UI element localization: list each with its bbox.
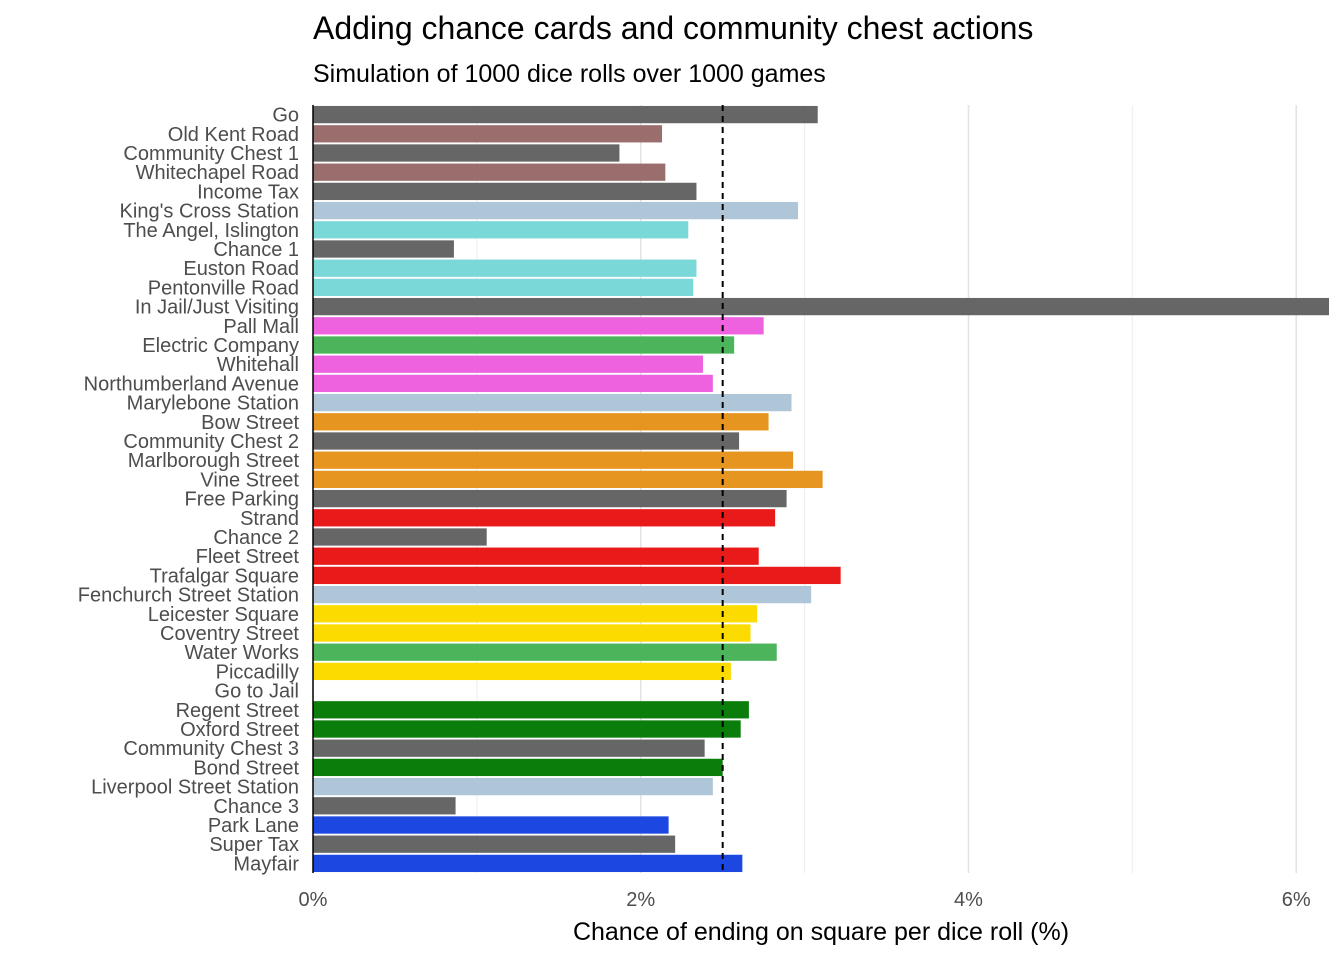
category-label: Leicester Square xyxy=(148,604,299,626)
x-tick-label: 2% xyxy=(626,889,655,911)
bar xyxy=(313,489,787,508)
category-label: Water Works xyxy=(185,642,299,664)
category-label: Electric Company xyxy=(142,335,299,357)
category-label: Park Lane xyxy=(208,815,299,837)
bar xyxy=(313,105,818,124)
category-label: Chance 2 xyxy=(213,527,299,549)
bar xyxy=(313,854,743,873)
bars xyxy=(313,105,1329,873)
x-tick-label: 4% xyxy=(954,889,983,911)
bar xyxy=(313,413,769,431)
category-label: Mayfair xyxy=(233,853,299,875)
bar xyxy=(313,470,823,489)
bar xyxy=(313,758,723,777)
category-label: Euston Road xyxy=(183,258,299,280)
category-label: Go to Jail xyxy=(215,681,299,703)
grid-lines xyxy=(476,105,1298,873)
category-label: Super Tax xyxy=(209,834,299,856)
bar xyxy=(313,451,794,469)
bar xyxy=(313,393,792,412)
bar xyxy=(313,547,759,565)
category-label: Income Tax xyxy=(197,181,299,203)
bar xyxy=(313,336,735,354)
bar xyxy=(313,797,456,815)
bar xyxy=(313,163,666,181)
category-label: Chance 3 xyxy=(213,796,299,818)
bar xyxy=(313,835,676,853)
bar xyxy=(313,182,697,201)
bar xyxy=(313,144,620,162)
category-label: Vine Street xyxy=(200,469,299,491)
bar xyxy=(313,662,731,681)
category-label: Community Chest 1 xyxy=(123,143,299,165)
category-label: Community Chest 2 xyxy=(123,431,299,453)
x-tick-labels: 0% 2% 4% 6% xyxy=(299,889,1311,911)
bar xyxy=(313,259,697,277)
bar xyxy=(313,777,713,796)
category-label: Piccadilly xyxy=(216,661,299,683)
category-label: Community Chest 3 xyxy=(123,738,299,760)
category-label: Fenchurch Street Station xyxy=(78,585,299,607)
bar xyxy=(313,566,841,585)
category-label: The Angel, Islington xyxy=(123,220,299,242)
bar xyxy=(313,720,741,738)
bar xyxy=(313,374,713,393)
bar xyxy=(313,643,777,661)
category-label: Pall Mall xyxy=(223,316,299,338)
category-label: Whitehall xyxy=(217,354,299,376)
bar xyxy=(313,605,758,623)
bar xyxy=(313,201,799,220)
category-label: Northumberland Avenue xyxy=(84,373,299,395)
bar xyxy=(313,240,454,258)
bar xyxy=(313,816,669,834)
category-label: Trafalgar Square xyxy=(150,565,299,587)
category-label: Bow Street xyxy=(201,412,299,434)
bar xyxy=(313,739,705,757)
category-label: Regent Street xyxy=(176,700,300,722)
category-label: Marlborough Street xyxy=(128,450,300,472)
category-label: Pentonville Road xyxy=(148,277,299,299)
bar xyxy=(313,701,749,719)
category-label: King's Cross Station xyxy=(120,201,299,223)
bar xyxy=(313,624,751,642)
category-label: Marylebone Station xyxy=(127,393,299,415)
bar xyxy=(313,297,1329,316)
bar xyxy=(313,585,812,604)
bar xyxy=(313,278,694,297)
bar xyxy=(313,317,764,335)
category-label: Bond Street xyxy=(193,757,299,779)
chart-title: Adding chance cards and community chest … xyxy=(313,10,1034,46)
category-label: Coventry Street xyxy=(160,623,299,645)
bar xyxy=(313,355,704,373)
category-label: Strand xyxy=(240,508,299,530)
bar xyxy=(313,509,776,527)
bar xyxy=(313,125,663,143)
x-tick-label: 6% xyxy=(1282,889,1311,911)
chart-subtitle: Simulation of 1000 dice rolls over 1000 … xyxy=(313,60,826,88)
category-label: Fleet Street xyxy=(196,546,300,568)
category-label: In Jail/Just Visiting xyxy=(135,297,299,319)
category-label: Whitechapel Road xyxy=(136,162,299,184)
category-label: Liverpool Street Station xyxy=(91,777,299,799)
x-tick-label: 0% xyxy=(299,889,328,911)
bar xyxy=(313,432,740,450)
x-axis-label: Chance of ending on square per dice roll… xyxy=(573,918,1069,946)
bar xyxy=(313,528,487,546)
category-label: Chance 1 xyxy=(213,239,299,261)
category-label: Oxford Street xyxy=(180,719,299,741)
category-label: Free Parking xyxy=(185,489,300,511)
bar xyxy=(313,221,689,239)
category-label: Go xyxy=(272,105,299,127)
category-label: Old Kent Road xyxy=(168,124,299,146)
